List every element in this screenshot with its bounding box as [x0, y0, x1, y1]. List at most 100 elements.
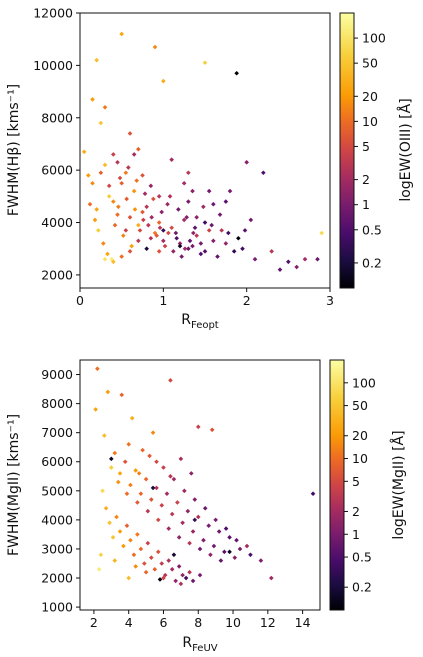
data-point — [232, 555, 238, 560]
data-point — [219, 228, 224, 233]
data-point — [127, 249, 133, 254]
y-tick-label: 10000 — [33, 58, 73, 73]
colorbar-tick-label: 0.2 — [352, 580, 372, 595]
data-point — [162, 243, 168, 249]
data-point — [124, 523, 130, 528]
data-point — [216, 529, 222, 534]
data-point — [98, 552, 104, 558]
y-tick-label: 6000 — [41, 163, 73, 178]
y-tick-label: 5000 — [41, 483, 73, 498]
data-point — [167, 194, 173, 199]
data-point — [106, 183, 112, 189]
data-point — [127, 131, 133, 136]
data-point — [181, 180, 187, 186]
data-point — [165, 201, 170, 207]
data-point — [98, 120, 104, 126]
data-point — [92, 217, 98, 223]
data-point — [86, 173, 91, 178]
data-point — [176, 564, 182, 569]
data-point — [135, 532, 140, 537]
data-point — [132, 207, 138, 212]
data-point — [176, 207, 181, 212]
data-point — [182, 488, 187, 494]
colorbar-tick-label: 20 — [362, 89, 378, 104]
data-point — [123, 170, 129, 176]
data-point — [208, 552, 213, 558]
data-point — [166, 230, 171, 236]
data-point — [106, 194, 112, 199]
colorbar-tick-label: 5 — [352, 474, 360, 489]
data-point — [183, 575, 189, 581]
plot-area-1 — [79, 12, 331, 289]
data-point — [111, 259, 116, 265]
data-point — [248, 552, 253, 558]
y-tick-label: 2000 — [41, 571, 73, 586]
y-tick-label: 12000 — [33, 6, 73, 21]
data-point — [171, 249, 176, 254]
data-point — [234, 537, 239, 543]
colorbar-tick-label: 2 — [352, 504, 360, 519]
marks-panel-2 — [93, 366, 316, 587]
data-point — [227, 535, 232, 540]
data-point — [217, 212, 223, 217]
colorbar-label-2: logEW(MgII) [Å] — [390, 430, 407, 539]
data-point — [202, 249, 208, 254]
data-point — [154, 233, 159, 238]
data-point — [187, 540, 192, 546]
data-point — [176, 535, 182, 540]
colorbar-1 — [339, 12, 355, 289]
x-axis-label-1: RFeopt — [181, 312, 219, 331]
data-point — [227, 188, 233, 194]
data-point — [185, 508, 191, 514]
data-point — [102, 162, 108, 168]
data-point — [310, 491, 316, 497]
data-point — [144, 204, 149, 210]
data-point — [146, 222, 151, 228]
data-point — [136, 222, 141, 228]
data-point — [302, 256, 308, 262]
data-point — [131, 152, 137, 157]
data-point — [315, 256, 320, 262]
data-point — [190, 578, 196, 584]
x-tick-label: 1 — [159, 293, 167, 308]
colorbar-tick-label: 10 — [362, 114, 378, 129]
y-ticks-panel-1: 2000 4000 6000 8000 10000 12000 — [33, 6, 80, 282]
data-point — [154, 485, 159, 491]
data-point — [129, 415, 135, 421]
data-point — [169, 157, 174, 162]
data-point — [142, 191, 148, 197]
data-point — [159, 561, 165, 566]
data-point — [181, 217, 187, 223]
data-point — [117, 175, 123, 181]
data-point — [121, 543, 126, 549]
y-tick-label: 8000 — [41, 110, 73, 125]
data-point — [161, 575, 166, 581]
colorbar-ticks-1: 0.2 0.5 1 2 5 10 20 50 100 — [354, 31, 386, 270]
data-point — [152, 567, 158, 572]
data-point — [147, 453, 152, 459]
data-point — [194, 214, 199, 220]
data-point — [155, 549, 161, 555]
data-point — [123, 228, 129, 233]
data-point — [177, 243, 183, 249]
data-point — [244, 543, 250, 549]
data-point — [236, 235, 241, 241]
data-point — [124, 196, 129, 202]
colorbar-2 — [329, 359, 345, 611]
data-point — [141, 217, 146, 223]
data-point — [258, 558, 264, 563]
data-point — [134, 178, 139, 183]
data-point — [103, 505, 109, 511]
colorbar-tick-label: 1 — [362, 197, 370, 212]
data-point — [126, 575, 131, 581]
colorbar-tick-label: 0.5 — [352, 550, 372, 565]
data-point — [109, 456, 114, 462]
data-point — [102, 433, 107, 438]
x-axis-label-sub-2: FeUV — [192, 643, 218, 654]
data-point — [237, 546, 243, 552]
data-point — [227, 549, 232, 555]
x-axis-label-main-2: R — [182, 635, 192, 651]
data-point — [166, 558, 171, 563]
data-point — [209, 427, 215, 433]
data-point — [168, 473, 173, 479]
